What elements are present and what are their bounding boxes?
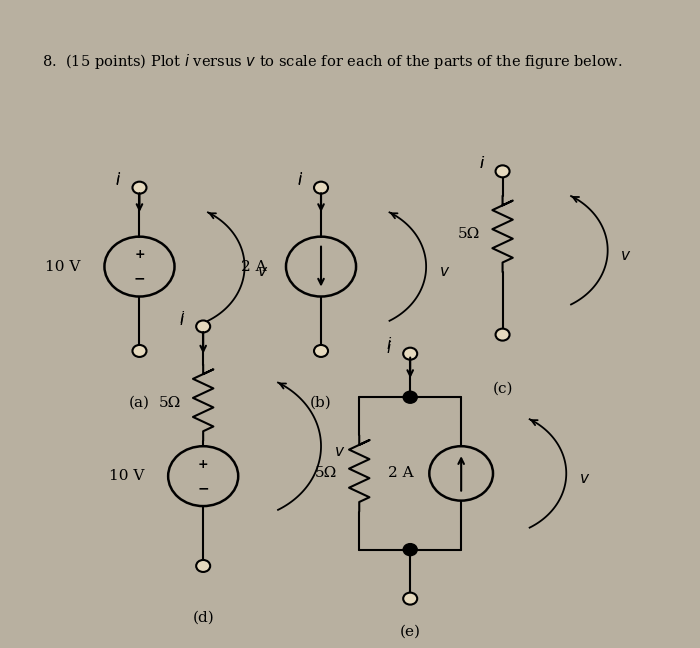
Circle shape [314,345,328,357]
Circle shape [403,593,417,605]
Text: (b): (b) [310,396,332,410]
Circle shape [403,348,417,360]
Text: $i$: $i$ [179,310,186,327]
Text: +: + [198,457,209,470]
Text: $i$: $i$ [297,172,303,188]
Text: $v$: $v$ [579,472,590,486]
Text: $v$: $v$ [439,265,450,279]
Text: $i$: $i$ [297,172,303,187]
Text: $i$: $i$ [479,156,484,171]
Text: $v$: $v$ [620,249,631,262]
Text: 8.  (15 points) Plot $i$ versus $v$ to scale for each of the parts of the figure: 8. (15 points) Plot $i$ versus $v$ to sc… [42,52,623,71]
Text: 5Ω: 5Ω [315,467,337,480]
Text: $i$: $i$ [386,336,393,352]
Circle shape [196,321,210,332]
Text: 10 V: 10 V [46,260,80,273]
Circle shape [196,560,210,572]
Circle shape [132,181,146,194]
Circle shape [403,391,417,403]
Text: (c): (c) [492,382,513,396]
Circle shape [403,544,417,555]
Text: $i$: $i$ [179,312,186,328]
Text: (e): (e) [400,624,421,638]
Text: (d): (d) [193,610,214,625]
Circle shape [496,165,510,178]
Circle shape [496,329,510,341]
Text: $i$: $i$ [479,155,484,171]
Text: 5Ω: 5Ω [458,227,480,241]
Text: −: − [197,481,209,495]
Circle shape [132,345,146,357]
Text: +: + [134,248,145,261]
Text: $v$: $v$ [334,445,345,459]
Text: (a): (a) [129,396,150,410]
Text: $i$: $i$ [116,172,122,187]
Text: $i$: $i$ [386,340,393,356]
Text: $i$: $i$ [116,172,122,188]
Text: −: − [134,272,146,286]
Circle shape [314,181,328,194]
Text: 2 A: 2 A [241,260,267,273]
Text: $v$: $v$ [258,265,269,279]
Text: 10 V: 10 V [109,469,144,483]
Text: 5Ω: 5Ω [159,396,181,410]
Text: 2 A: 2 A [388,467,414,480]
